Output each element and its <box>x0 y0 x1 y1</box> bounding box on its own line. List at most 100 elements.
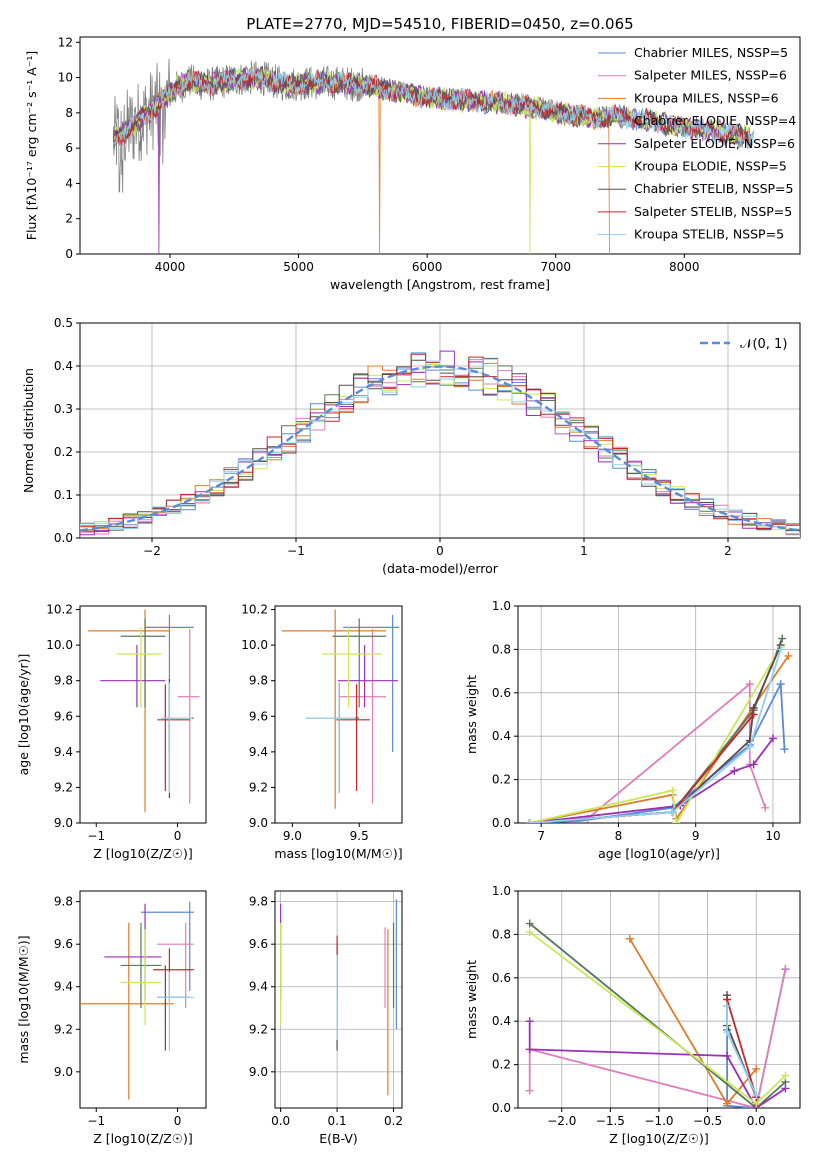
y-tick-label: 2 <box>65 212 73 226</box>
y-tick-label: 9.4 <box>54 745 73 759</box>
mass-weight-marker <box>672 819 681 823</box>
plot-area <box>525 634 793 823</box>
mass-weight-marker <box>784 651 793 660</box>
y-tick-label: 0.2 <box>54 445 73 459</box>
legend: Chabrier MILES, NSSP=5 Salpeter MILES, NS… <box>598 45 796 242</box>
y-tick-label: 9.8 <box>54 674 73 688</box>
mass-weight-marker <box>525 1086 534 1095</box>
y-tick-label: 0.5 <box>54 316 73 330</box>
y-tick-label: 0.0 <box>54 531 73 545</box>
mass-weight-marker <box>525 928 534 937</box>
y-tick-label: 9.2 <box>54 1022 73 1036</box>
model-spectrum-line <box>113 67 755 150</box>
y-tick-label: 9.0 <box>249 1065 268 1079</box>
x-tick-label: 0.0 <box>271 1114 290 1128</box>
y-tick-label: 9.4 <box>54 980 73 994</box>
mass-weight-vs-age-panel: 7 8 9 10 0.0 0.2 0.4 0.6 0.8 1.0 age [log10(age/yr… <box>464 599 801 861</box>
y-tick-label: 0.8 <box>492 642 511 656</box>
y-tick-label: 9.6 <box>249 937 268 951</box>
x-tick-label: −1 <box>287 544 305 558</box>
residual-histogram-step <box>80 358 800 538</box>
mass-weight-marker <box>776 680 785 689</box>
legend-label: Salpeter MILES, NSSP=6 <box>634 68 787 83</box>
x-axis-label: Z [log10(Z/Z☉)] <box>93 1131 193 1146</box>
y-axis-label: Normed distribution <box>21 368 36 493</box>
x-tick-label: −1.0 <box>644 1114 673 1128</box>
plot-area <box>112 58 755 254</box>
mass-weight-marker <box>525 919 534 928</box>
plot-area <box>80 901 194 1100</box>
x-tick-label: 4000 <box>155 260 186 274</box>
y-tick-label: 0.1 <box>54 488 73 502</box>
legend-label: Kroupa MILES, NSSP=6 <box>634 90 779 105</box>
mass-weight-marker <box>525 1017 534 1026</box>
x-tick-label: 0 <box>174 1114 182 1128</box>
x-tick-label: 7 <box>537 829 545 843</box>
x-tick-label: 0 <box>174 829 182 843</box>
y-tick-label: 0.0 <box>492 1101 511 1115</box>
x-tick-label: 6000 <box>412 260 443 274</box>
mass-weight-marker <box>752 1064 761 1073</box>
plot-area <box>525 919 790 1108</box>
residual-histogram-panel: −2 −1 0 1 2 0.0 0.1 0.2 0.3 0.4 0.5 (data-model)/er… <box>21 316 801 576</box>
y-tick-label: 9.0 <box>54 816 73 830</box>
x-tick-label: 2 <box>724 544 732 558</box>
y-tick-label: 0.6 <box>492 686 511 700</box>
y-tick-label: 0.0 <box>492 816 511 830</box>
y-tick-label: 9.0 <box>249 816 268 830</box>
legend-label: Chabrier ELODIE, NSSP=4 <box>634 113 796 128</box>
x-tick-label: 9.5 <box>350 829 369 843</box>
mass-weight-marker <box>745 680 754 689</box>
y-tick-label: 0.6 <box>492 971 511 985</box>
mass-weight-marker <box>723 1099 732 1108</box>
mass-weight-marker <box>575 816 584 823</box>
x-tick-label: 0.0 <box>747 1114 766 1128</box>
mass-weight-line <box>528 968 787 1108</box>
y-tick-label: 10.2 <box>46 603 73 617</box>
x-axis-label: (data-model)/error <box>382 561 499 576</box>
mass-weight-marker <box>723 1051 732 1060</box>
mass-weight-line <box>529 646 782 823</box>
mass-weight-marker <box>525 1045 534 1054</box>
chart-title: PLATE=2770, MJD=54510, FIBERID=0450, z=0… <box>246 15 633 33</box>
y-tick-label: 9.8 <box>249 674 268 688</box>
y-tick-label: 9.6 <box>54 937 73 951</box>
y-tick-label: 0.4 <box>54 359 73 373</box>
y-tick-label: 9.2 <box>249 780 268 794</box>
mass-weight-line <box>529 922 786 1108</box>
mass-weight-marker <box>776 645 785 654</box>
mass-weight-marker <box>525 819 534 823</box>
x-tick-label: 7000 <box>540 260 571 274</box>
mass-weight-marker <box>723 1002 732 1011</box>
y-tick-label: 0 <box>65 247 73 261</box>
x-tick-label: 1 <box>580 544 588 558</box>
y-tick-label: 9.4 <box>249 745 268 759</box>
x-axis-label: wavelength [Angstrom, rest frame] <box>330 277 550 292</box>
x-tick-label: −2 <box>143 544 161 558</box>
x-tick-label: −1 <box>87 1114 105 1128</box>
mass-weight-marker <box>752 1090 761 1099</box>
mass-weight-marker <box>668 786 677 795</box>
mass-weight-marker <box>723 1028 732 1037</box>
mass-weight-line <box>529 649 782 823</box>
x-tick-label: 9.0 <box>283 829 302 843</box>
x-tick-label: 9 <box>692 829 700 843</box>
y-tick-label: 8 <box>65 106 73 120</box>
mass-weight-marker <box>761 803 770 812</box>
mass-vs-ebv-panel: 0.0 0.1 0.2 9.0 9.2 9.4 9.6 9.8 E(B-V) <box>249 890 403 1146</box>
x-axis-label: Z [log10(Z/Z☉)] <box>93 846 193 861</box>
x-axis-label: age [log10(age/yr)] <box>598 846 720 861</box>
y-axis-label: mass [log10(M/M☉)] <box>16 935 31 1063</box>
plot-area <box>80 350 800 538</box>
x-tick-label: 8000 <box>669 260 700 274</box>
y-tick-label: 4 <box>65 176 73 190</box>
plot-area <box>88 609 200 813</box>
mass-weight-marker <box>668 808 677 817</box>
x-tick-label: 0.1 <box>328 1114 347 1128</box>
plot-area <box>281 609 400 809</box>
legend-label: Chabrier STELIB, NSSP=5 <box>634 181 794 196</box>
legend-label: Salpeter STELIB, NSSP=5 <box>634 204 792 219</box>
y-tick-label: 10.0 <box>46 638 73 652</box>
y-tick-label: 10.0 <box>241 638 268 652</box>
